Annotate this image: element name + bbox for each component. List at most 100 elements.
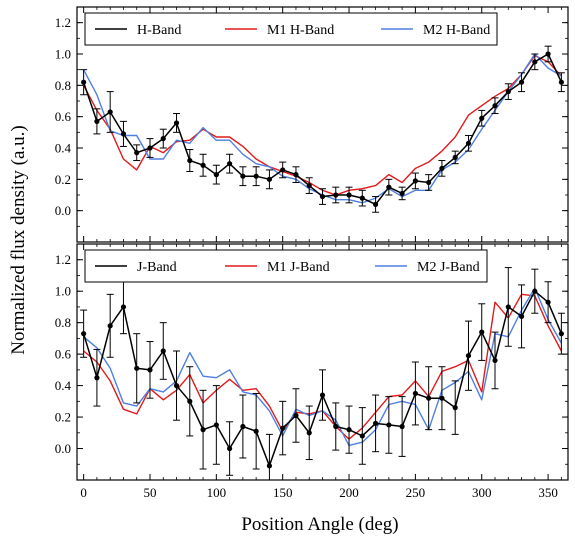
data-point <box>333 423 339 430</box>
data-point <box>134 365 140 371</box>
data-point <box>426 179 432 186</box>
data-point <box>187 157 193 164</box>
bottom-plot-area <box>80 267 565 480</box>
data-point <box>227 161 233 167</box>
y-tick-label: 0.4 <box>55 378 72 393</box>
x-axis-label: Position Angle (deg) <box>241 514 398 535</box>
data-point <box>213 172 219 178</box>
y-tick-label: 0.2 <box>55 172 71 187</box>
data-point <box>253 173 259 179</box>
legend-label: H-Band <box>137 23 181 38</box>
x-tick-label: 0 <box>80 485 87 500</box>
data-point <box>160 348 166 354</box>
y-tick-label: 0.2 <box>55 410 71 425</box>
y-tick-label: 0.8 <box>55 315 71 330</box>
data-point <box>293 172 299 178</box>
data-point <box>120 131 127 137</box>
data-point <box>439 395 445 401</box>
legend-box <box>84 12 498 46</box>
x-tick-label: 150 <box>273 485 293 500</box>
y-axis-label: Normalized flux density (a.u.) <box>8 125 29 355</box>
y-tick-label: 0.6 <box>55 347 72 362</box>
data-point <box>532 59 538 65</box>
data-point <box>426 395 432 401</box>
data-point <box>319 392 326 398</box>
data-point <box>518 79 525 85</box>
data-point <box>372 201 379 207</box>
y-tick-label: 1.2 <box>55 15 71 30</box>
data-point <box>187 398 193 404</box>
data-point <box>399 190 405 197</box>
top-panel: 0.0 0.2 0.4 0.6 0.8 1.0 1.2 H-Band M1 H-Band M2 H… <box>55 6 569 243</box>
data-point <box>386 422 392 428</box>
data-point <box>452 405 458 411</box>
data-point <box>253 428 259 434</box>
legend-label: J-Band <box>137 260 177 275</box>
x-tick-label: 250 <box>406 485 426 500</box>
data-point <box>147 367 153 373</box>
bottom-frame <box>76 243 569 481</box>
data-point <box>94 375 100 381</box>
data-point <box>173 383 180 389</box>
data-point <box>319 193 326 200</box>
data-point <box>240 423 246 430</box>
data-point <box>346 427 352 433</box>
data-point <box>266 176 273 182</box>
data-point <box>545 51 551 57</box>
data-point <box>134 150 140 156</box>
top-plot-area <box>80 45 565 213</box>
data-point <box>479 115 485 121</box>
legend-label: M1 J-Band <box>267 260 330 275</box>
top-frame <box>76 6 569 243</box>
data-point <box>346 192 352 198</box>
data-point <box>412 390 418 397</box>
data-point <box>558 79 564 85</box>
data-point <box>293 412 299 419</box>
series-line-m2-j-band <box>83 287 563 447</box>
data-point <box>266 463 273 469</box>
data-point <box>399 423 405 430</box>
data-point <box>532 288 538 294</box>
data-point <box>200 427 206 433</box>
legend-box <box>84 249 488 283</box>
data-point <box>147 145 153 151</box>
y-tick-label: 1.2 <box>55 252 71 267</box>
data-point <box>372 420 379 426</box>
data-point <box>173 120 180 126</box>
data-point <box>107 323 113 329</box>
data-point <box>81 331 87 337</box>
x-tick-label: 350 <box>538 485 558 500</box>
data-point <box>505 89 511 95</box>
series-line-h-band <box>82 53 563 206</box>
y-tick-label: 1.0 <box>55 47 71 62</box>
legend-label: M2 H-Band <box>423 23 490 38</box>
data-point <box>452 154 458 160</box>
data-point <box>306 183 312 189</box>
x-tick-label: 50 <box>143 485 156 500</box>
series-line-m1-h-band <box>82 54 562 196</box>
data-point <box>227 445 233 452</box>
data-point <box>518 313 525 319</box>
y-tick-label: 0.8 <box>55 78 71 93</box>
y-tick-label: 0.6 <box>55 109 72 124</box>
data-point <box>492 103 498 109</box>
y-tick-label: 1.0 <box>55 284 71 299</box>
data-point <box>492 357 498 364</box>
series-line-m2-h-band <box>82 53 562 204</box>
data-point <box>160 136 166 142</box>
data-point <box>81 79 87 85</box>
data-point <box>306 430 312 436</box>
data-point <box>439 165 445 171</box>
legend-label: M1 H-Band <box>267 23 334 38</box>
data-point <box>505 304 511 310</box>
data-point <box>107 109 113 115</box>
x-tick-label: 200 <box>339 485 359 500</box>
data-point <box>359 433 365 439</box>
bottom-panel: 0.0 0.2 0.4 0.6 0.8 1.0 1.2 0 50 100 150 200 250 300 3… <box>55 243 569 500</box>
x-tick-label: 100 <box>207 485 227 500</box>
legend-label: M2 J-Band <box>417 260 480 275</box>
data-point <box>120 304 127 310</box>
data-point <box>200 162 206 168</box>
data-point <box>412 178 418 184</box>
